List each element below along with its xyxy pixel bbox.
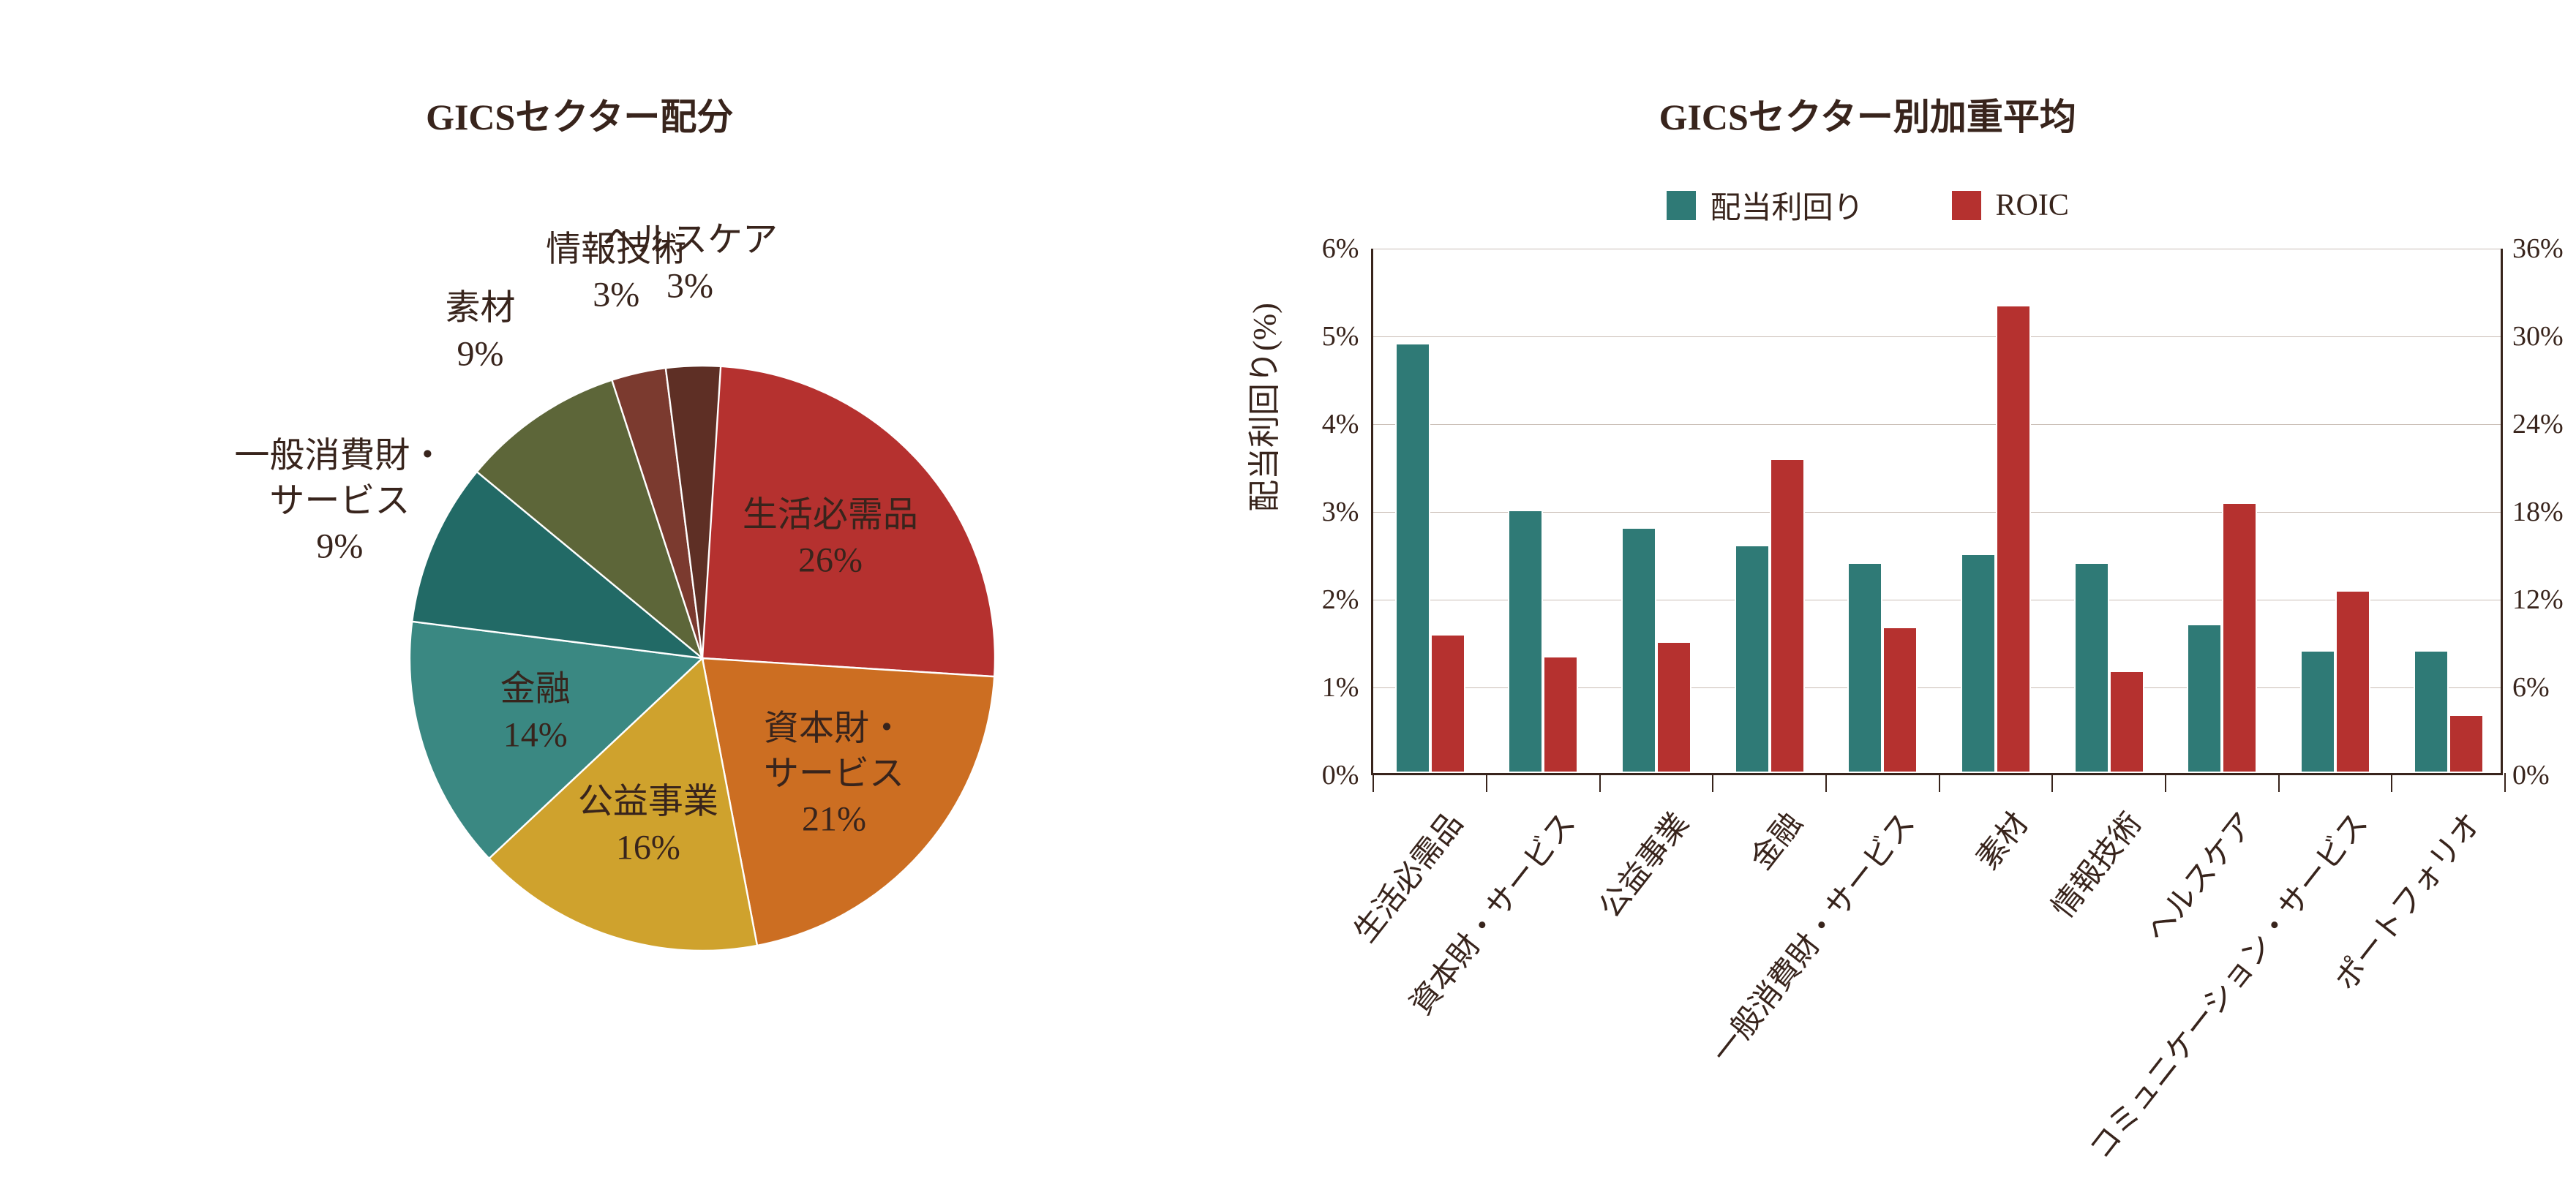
legend-label-roic: ROIC: [1996, 188, 2069, 223]
category-separator: [1599, 773, 1601, 792]
bar-title: GICSセクター別加重平均: [1159, 88, 2576, 140]
ytick-right: 36%: [2512, 233, 2564, 265]
pie-slice-label: 金融14%: [500, 667, 571, 758]
ytick-left: 4%: [1285, 408, 1359, 440]
category-separator: [1712, 773, 1713, 792]
bar: [1882, 627, 1918, 773]
pie-slice-label: 資本財・サービス21%: [764, 706, 904, 842]
bar: [1656, 641, 1691, 773]
pie-slice-label: 一般消費財・サービス9%: [234, 433, 445, 570]
category-separator: [1939, 773, 1940, 792]
bar: [2300, 650, 2335, 773]
legend-label-dividend: 配当利回り: [1711, 183, 1864, 227]
bar: [1543, 656, 1578, 773]
ytick-right: 24%: [2512, 408, 2564, 440]
y-axis-right-line: [2501, 249, 2503, 773]
bar: [1961, 554, 1996, 773]
legend-item-dividend: 配当利回り: [1667, 183, 1864, 227]
category-label: 金融: [1738, 802, 1811, 878]
pie-chart: 生活必需品26%資本財・サービス21%公益事業16%金融14%一般消費財・サービ…: [410, 366, 995, 951]
ytick-left: 1%: [1285, 671, 1359, 704]
bar-plot-area: 0%1%2%3%4%5%6%0%6%12%18%24%30%36%生活必需品資本…: [1371, 249, 2503, 775]
bar-chart: 配当利回り(%) 0%1%2%3%4%5%6%0%6%12%18%24%30%3…: [1269, 249, 2503, 775]
category-label: 素材: [1964, 802, 2037, 878]
category-label: 公益事業: [1587, 802, 1698, 926]
bar: [2187, 624, 2222, 773]
pie-chart-panel: GICSセクター配分 生活必需品26% 資本財・サービス21% 公益事業16%金融1…: [0, 0, 1159, 1195]
bar: [1621, 527, 1656, 773]
category-separator: [1373, 773, 1374, 792]
bar: [1847, 562, 1882, 773]
category-label: 一般消費財・サービス: [1700, 802, 1924, 1071]
ytick-left: 5%: [1285, 320, 1359, 353]
category-separator: [2391, 773, 2392, 792]
ytick-left: 2%: [1285, 584, 1359, 616]
bar: [1508, 510, 1543, 773]
legend-swatch-dividend: [1667, 191, 1696, 220]
category-separator: [2504, 773, 2506, 792]
bar: [1770, 459, 1805, 773]
bar: [1996, 305, 2031, 773]
gridline: [1373, 336, 2503, 337]
pie-slice-label: 公益事業16%: [578, 780, 718, 871]
pie-slice-label: ヘルスケア3%: [602, 218, 778, 309]
bar: [2109, 671, 2144, 773]
ytick-right: 12%: [2512, 584, 2564, 616]
legend-swatch-roic: [1952, 191, 1981, 220]
ytick-right: 6%: [2512, 671, 2550, 704]
pie-slice-label: 生活必需品26%: [743, 492, 918, 584]
category-separator: [1825, 773, 1827, 792]
bar: [1735, 545, 1770, 773]
ytick-left: 3%: [1285, 496, 1359, 528]
bar: [2449, 715, 2484, 773]
bar: [2414, 650, 2449, 773]
category-label: 情報技術: [2039, 802, 2150, 926]
bar: [1430, 634, 1465, 773]
ytick-right: 30%: [2512, 320, 2564, 353]
bar: [1395, 343, 1430, 773]
category-separator: [1486, 773, 1487, 792]
bar: [2074, 562, 2109, 773]
bar-legend: 配当利回り ROIC: [1159, 183, 2576, 227]
pie-title: GICSセクター配分: [0, 88, 1159, 140]
category-separator: [2278, 773, 2280, 792]
y-axis-label-left: 配当利回り(%): [1238, 303, 1285, 512]
ytick-right: 18%: [2512, 496, 2564, 528]
ytick-left: 0%: [1285, 759, 1359, 791]
category-separator: [2051, 773, 2053, 792]
bar-chart-panel: GICSセクター別加重平均 配当利回り ROIC 配当利回り(%) 0%1%2%…: [1159, 0, 2576, 1195]
ytick-left: 6%: [1285, 233, 1359, 265]
gridline: [1373, 424, 2503, 425]
category-separator: [2165, 773, 2166, 792]
pie-slice-label: 素材9%: [445, 286, 515, 377]
ytick-right: 0%: [2512, 759, 2550, 791]
legend-item-roic: ROIC: [1952, 183, 2069, 227]
bar: [2335, 590, 2370, 773]
bar: [2222, 502, 2257, 773]
